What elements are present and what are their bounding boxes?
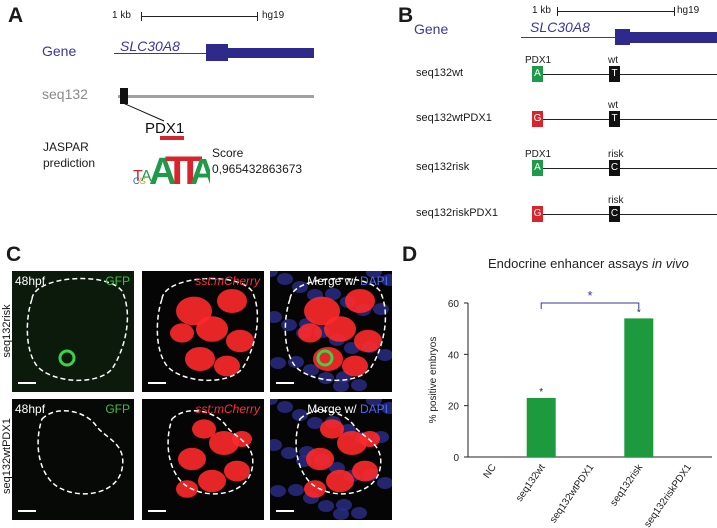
- variant-track: [533, 119, 717, 120]
- gene-row-label: Gene: [414, 21, 449, 37]
- score-value: 0,965432863673: [212, 162, 303, 176]
- score-label: Score: [212, 146, 244, 160]
- gfp-image: 48hpf GFP: [12, 271, 134, 392]
- merge-image: Merge w/ DAPI: [270, 399, 392, 520]
- scale-bar: [18, 510, 36, 512]
- snp-base: C: [609, 206, 620, 222]
- x-tick-label: seq132riskPDX1: [642, 462, 694, 528]
- scale-bar: [18, 382, 36, 384]
- merge-channel-label: Merge w/ DAPI: [307, 402, 388, 416]
- panel-letter-c: C: [6, 243, 22, 266]
- gfp-channel-label: GFP: [105, 274, 130, 288]
- pdx1-site-label: PDX1: [525, 149, 552, 160]
- merge-image: Merge w/ DAPI: [270, 271, 392, 392]
- merge-channel-label: Merge w/ DAPI: [307, 274, 388, 288]
- motif-name: PDX1: [145, 120, 185, 137]
- scale-bar: [276, 382, 294, 384]
- motif-logo: T A C G A T T A: [133, 136, 210, 186]
- pdx1-site-base: A: [532, 160, 543, 176]
- comparison-bracket: [540, 302, 640, 309]
- seq-row-label: seq132: [42, 86, 88, 102]
- y-tick-label: 40: [448, 350, 460, 361]
- scale-bar: [148, 510, 166, 512]
- mcherry-channel-label: sst:mCherry: [195, 402, 260, 416]
- snp-base: T: [609, 111, 620, 127]
- dapi-channel-label: DAPI: [359, 274, 388, 288]
- significance-mark: *: [539, 387, 543, 398]
- seq-element: [120, 88, 128, 104]
- pdx1-site-base: G: [532, 206, 543, 222]
- mcherry-image: sst:mCherry: [142, 271, 264, 392]
- y-tick-label: 60: [448, 299, 460, 310]
- y-tick-label: 20: [448, 402, 460, 413]
- motif-connector: [122, 102, 165, 122]
- bar: [624, 318, 654, 457]
- y-axis-label: % positive embryos: [428, 337, 439, 424]
- motif-logo-letter: T: [178, 149, 202, 186]
- x-tick-label: seq132risk: [609, 462, 646, 509]
- snp-label: wt: [608, 100, 618, 111]
- variant-row-label: seq132wtPDX1: [416, 112, 492, 124]
- mcherry-channel-label: sst:mCherry: [195, 274, 260, 288]
- pdx1-site-label: PDX1: [525, 55, 552, 66]
- variant-row-label: seq132risk: [416, 161, 470, 173]
- panel-letter-a: A: [8, 4, 24, 27]
- motif-logo-letter: C: [133, 176, 140, 186]
- motif-logo-letter: T: [133, 168, 143, 185]
- variant-track: [533, 74, 717, 75]
- motif-logo-letter: A: [141, 168, 152, 185]
- pdx1-site-base: G: [532, 111, 543, 127]
- scale-bar: [148, 382, 166, 384]
- gfp-channel-label: GFP: [105, 402, 130, 416]
- motif-logo-letter: T: [165, 149, 189, 186]
- x-tick-label: seq132wtPDX1: [548, 462, 597, 525]
- pdx1-site-base: A: [532, 66, 543, 82]
- variant-row-label: seq132riskPDX1: [416, 207, 498, 219]
- stage-label: 48hpf: [15, 402, 46, 416]
- gfp-image: 48hpf GFP: [12, 399, 134, 520]
- variant-track: [533, 168, 717, 169]
- variant-track: [533, 214, 717, 215]
- scale-kb-label: 1 kb: [112, 10, 131, 21]
- mcherry-image: sst:mCherry: [142, 399, 264, 520]
- jaspar-label-line2: prediction: [43, 156, 96, 170]
- scale-bar: [141, 16, 257, 17]
- dapi-channel-label: DAPI: [359, 402, 388, 416]
- scale-kb-label: 1 kb: [532, 5, 551, 16]
- motif-logo-letter: A: [149, 151, 176, 186]
- panel-letter-b: B: [398, 4, 414, 27]
- x-tick-label: NC: [482, 462, 499, 480]
- variant-row-label: seq132wt: [416, 67, 464, 79]
- snp-base: T: [609, 66, 620, 82]
- motif-logo-letter: A: [190, 151, 210, 186]
- bar: [526, 397, 556, 457]
- snp-base: C: [609, 160, 620, 176]
- jaspar-label-line1: JASPAR: [43, 140, 89, 154]
- assembly-label: hg19: [677, 5, 700, 16]
- comparison-mark: *: [587, 288, 592, 303]
- chart-title: Endocrine enhancer assays in vivo: [488, 256, 689, 271]
- gene-name: SLC30A8: [530, 19, 590, 35]
- x-tick-label: seq132wt: [514, 462, 548, 504]
- panel-letter-d: D: [402, 243, 418, 266]
- gene-row-label: Gene: [42, 43, 77, 59]
- gene-name: SLC30A8: [120, 38, 180, 54]
- scale-bar: [276, 510, 294, 512]
- motif-logo-letter: G: [139, 176, 146, 186]
- seq-track: [118, 95, 314, 98]
- snp-label: wt: [608, 55, 618, 66]
- significance-mark: *: [637, 307, 641, 318]
- assembly-label: hg19: [262, 10, 285, 21]
- snp-label: risk: [608, 195, 624, 206]
- stage-label: 48hpf: [15, 274, 46, 288]
- y-tick-label: 0: [453, 453, 459, 464]
- snp-label: risk: [608, 149, 624, 160]
